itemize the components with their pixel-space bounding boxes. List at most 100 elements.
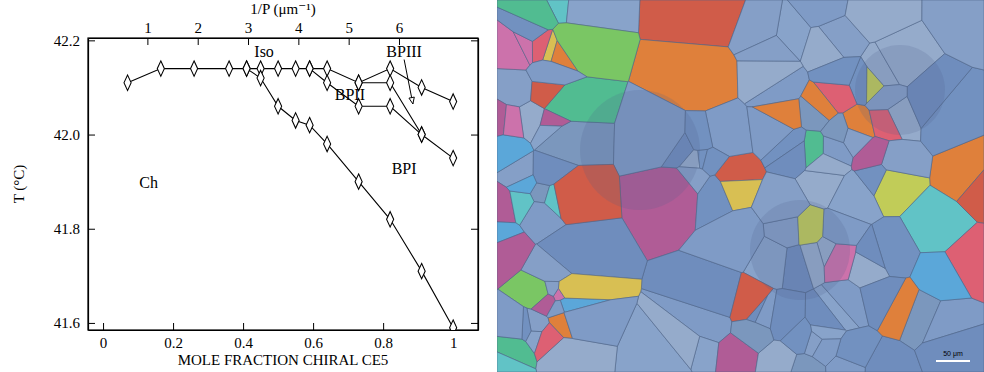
domain-cell	[851, 136, 889, 171]
domain-cell	[882, 139, 933, 177]
data-point	[292, 61, 299, 76]
x2-tick-mark	[147, 38, 148, 45]
x2-tick-label: 1	[144, 20, 152, 36]
x-tick-mark	[313, 323, 314, 330]
data-point	[243, 61, 250, 76]
domain-cell	[752, 99, 801, 130]
data-point	[450, 94, 457, 109]
data-point	[306, 61, 313, 76]
data-point	[324, 136, 331, 151]
x-tick-mark	[243, 323, 244, 330]
x-axis: 0 0.2 0.4 0.6 0.8 1	[89, 323, 479, 351]
y-tick-mark	[88, 40, 95, 41]
y-tick: 42.2	[54, 33, 95, 49]
chart: 00.20.40.60.8112345641.641.842.042.2MOLE…	[11, 1, 479, 368]
axis-line	[88, 39, 89, 331]
domain-cell	[808, 57, 861, 86]
annotations: IsoBPIIIBPIIBPICh	[139, 43, 422, 190]
x2-tick-mark	[298, 38, 299, 45]
x2-axis: 1 2 3 4 5 6	[89, 20, 479, 45]
data-point	[306, 117, 313, 132]
x-tick: 0.8	[374, 323, 393, 351]
shading	[855, 45, 945, 135]
data-point	[387, 75, 394, 90]
domain-cell	[497, 289, 523, 339]
y-axis: 41.641.842.042.2	[54, 33, 95, 332]
data-point	[418, 127, 425, 142]
domain-cell	[497, 135, 534, 173]
data-point	[418, 127, 425, 142]
domain-cell	[531, 81, 565, 108]
x-tick-label: 1	[450, 335, 458, 351]
domain-cell	[526, 60, 587, 85]
region-label: Ch	[139, 174, 158, 191]
data-point	[243, 61, 250, 76]
y-tick-right	[471, 323, 478, 324]
x-tick-label: 0.2	[164, 335, 183, 351]
data-point	[418, 263, 425, 278]
domain-cell	[531, 125, 562, 150]
scale-bar	[936, 360, 970, 362]
x-tick-mark	[173, 323, 174, 330]
y-tick-right	[471, 135, 478, 136]
x-tick-mark	[383, 323, 384, 330]
x2-tick-label: 2	[194, 20, 202, 36]
data-point	[387, 99, 394, 114]
x2-tick: 4	[295, 20, 303, 45]
domain-cell	[780, 317, 811, 354]
y-tick-right	[471, 40, 478, 41]
y-tick-mark-right	[471, 40, 478, 41]
domain-cell	[497, 352, 537, 372]
domain-cell	[506, 175, 536, 194]
x2-tick: 1	[144, 20, 152, 45]
x2-tick-label: 5	[345, 20, 353, 36]
axis-line	[89, 38, 479, 39]
x-tick: 0.4	[234, 323, 253, 351]
x2-tick-mark	[349, 38, 350, 45]
x-tick: 0.2	[164, 323, 183, 351]
x2-tick-label: 6	[396, 20, 404, 36]
data-point	[418, 80, 425, 95]
region-label: BPI	[392, 160, 417, 177]
data-point	[387, 212, 394, 227]
domain-cell	[812, 339, 841, 367]
x2-tick-label: 3	[245, 20, 253, 36]
domain-cell	[497, 232, 535, 289]
x-tick-mark	[103, 323, 104, 330]
y-tick-mark	[88, 135, 95, 136]
domain-cell	[821, 113, 848, 143]
domain-cell	[856, 224, 886, 268]
region-label: Iso	[254, 43, 274, 60]
domain-cell	[910, 252, 972, 301]
data-point	[306, 61, 313, 76]
domain-cell	[637, 292, 700, 370]
micrograph	[497, 0, 984, 372]
data-point	[355, 174, 362, 189]
y-tick-label: 41.8	[54, 221, 80, 237]
x2-axis-title: 1/P (μm⁻¹)	[250, 1, 315, 18]
domain-cell	[731, 319, 774, 353]
y-tick-mark-right	[471, 323, 478, 324]
y-tick-right	[471, 229, 478, 230]
x2-tick: 2	[194, 20, 202, 45]
data-marks	[124, 61, 457, 330]
domain-cell	[547, 300, 565, 318]
x-tick: 0	[100, 323, 108, 351]
x2-tick-mark	[248, 38, 249, 45]
y-tick: 42.0	[54, 127, 95, 143]
x-tick-label: 0.6	[304, 335, 323, 351]
x2-tick: 3	[245, 20, 253, 45]
data-point	[157, 61, 164, 76]
axis-line	[89, 330, 479, 331]
annotation-arrowhead	[409, 97, 414, 104]
x2-tick: 5	[345, 20, 353, 45]
x-tick: 0.6	[304, 323, 323, 351]
micrograph-ground	[497, 0, 984, 372]
y-axis-title: T (°C)	[11, 165, 28, 204]
data-point	[450, 150, 457, 165]
y-tick-mark-right	[471, 135, 478, 136]
domain-cell	[534, 323, 563, 362]
domain-cell	[801, 80, 839, 121]
domain-cell	[639, 0, 746, 47]
domain-cell	[497, 0, 559, 30]
